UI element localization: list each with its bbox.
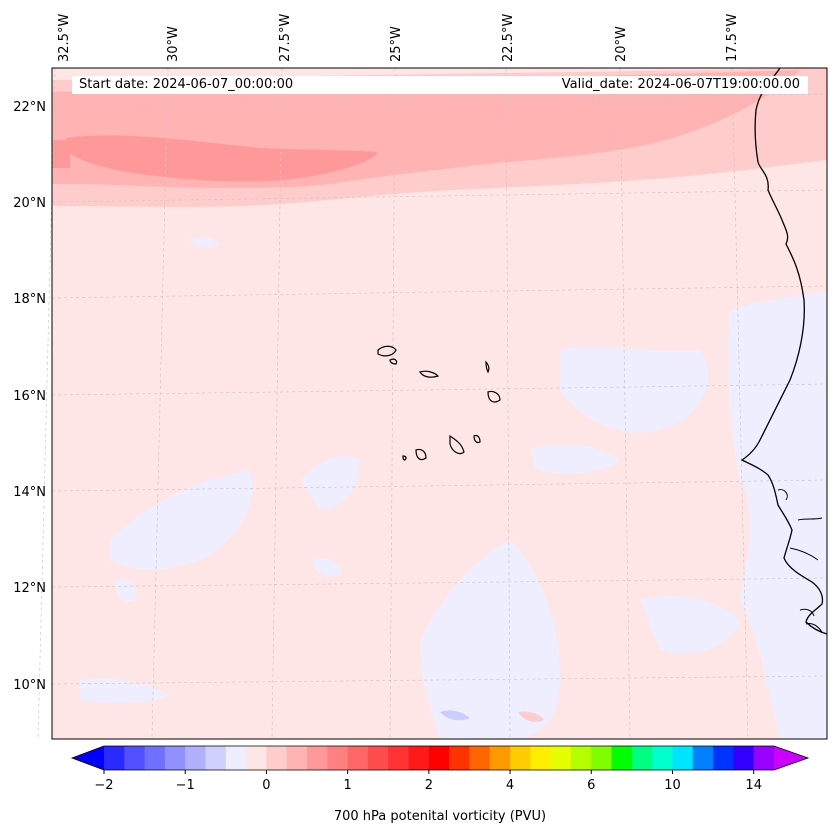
colorbar-swatch	[652, 746, 673, 770]
lon-label: 22.5°W	[501, 14, 516, 62]
lon-label: 30°W	[166, 26, 181, 62]
colorbar-swatch	[550, 746, 572, 770]
lat-label: 12°N	[13, 581, 46, 596]
colorbar: −2 −1 0 1 2 4 6 10 14	[70, 745, 810, 793]
colorbar-label: 700 hPa potenital vorticity (PVU)	[333, 809, 547, 824]
colorbar-swatch	[124, 746, 146, 770]
map-panel: 32.5°W 30°W 27.5°W 25°W 22.5°W 20°W 17.5…	[13, 14, 828, 740]
lat-label: 20°N	[13, 196, 46, 211]
colorbar-tick-label: 14	[745, 778, 762, 793]
island-outlines	[377, 345, 501, 461]
lat-label: 10°N	[13, 678, 46, 693]
pv-band-core-west	[52, 140, 70, 168]
colorbar-swatch	[733, 746, 755, 770]
colorbar-tick-label: −2	[94, 778, 113, 793]
colorbar-swatch	[510, 746, 531, 770]
colorbar-extend-max	[774, 746, 808, 770]
colorbar-tick-label: 10	[664, 778, 681, 793]
colorbar-swatch	[428, 746, 450, 770]
lon-label: 20°W	[614, 26, 629, 62]
african-coastline	[740, 67, 828, 635]
lon-label: 17.5°W	[725, 14, 740, 62]
colorbar-swatch	[570, 746, 592, 770]
colorbar-swatch	[631, 746, 653, 770]
colorbar-swatch	[530, 746, 552, 770]
longitude-gridlines	[37, 67, 749, 740]
colorbar-swatch	[327, 746, 349, 770]
colorbar-swatch	[104, 746, 125, 770]
lon-label: 27.5°W	[278, 14, 293, 62]
colorbar-extend-min	[72, 746, 104, 770]
colorbar-swatch	[449, 746, 470, 770]
lat-label: 14°N	[13, 485, 46, 500]
colorbar-swatch	[713, 746, 734, 770]
colorbar-swatch	[185, 746, 207, 770]
colorbar-swatch	[672, 746, 694, 770]
colorbar-swatch	[469, 746, 491, 770]
valid-date-label: Valid_date: 2024-06-07T19:00:00.00	[540, 76, 808, 94]
pv-negative-patches	[80, 237, 827, 739]
pv-negative-spot	[440, 710, 470, 721]
colorbar-swatch	[307, 746, 328, 770]
lat-label: 16°N	[13, 389, 46, 404]
lon-label: 25°W	[389, 26, 404, 62]
colorbar-tick-label: 4	[506, 778, 514, 793]
pv-positive-spot	[518, 711, 544, 722]
lat-label: 18°N	[13, 292, 46, 307]
colorbar-swatch	[753, 746, 775, 770]
colorbar-swatch	[388, 746, 410, 770]
coastal-islands	[777, 489, 823, 633]
colorbar-swatch	[347, 746, 369, 770]
colorbar-tick-label: −1	[176, 778, 195, 793]
colorbar-swatch	[205, 746, 227, 770]
colorbar-tick-label: 2	[425, 778, 433, 793]
colorbar-tick-label: 0	[262, 778, 270, 793]
map-frame	[51, 67, 828, 740]
lat-label: 22°N	[13, 100, 46, 115]
longitude-labels: 32.5°W 30°W 27.5°W 25°W 22.5°W 20°W 17.5…	[57, 14, 740, 62]
latitude-labels: 22°N 20°N 18°N 16°N 14°N 12°N 10°N	[13, 100, 46, 693]
pv-band-core	[66, 135, 378, 182]
colorbar-swatch	[408, 746, 430, 770]
colorbar-swatch	[246, 746, 267, 770]
colorbar-swatch	[692, 746, 714, 770]
colorbar-swatch	[164, 746, 186, 770]
colorbar-tick-label: 6	[587, 778, 595, 793]
colorbar-swatch	[225, 746, 247, 770]
colorbar-swatch	[591, 746, 613, 770]
colorbar-swatch	[144, 746, 166, 770]
colorbar-swatch	[489, 746, 511, 770]
start-date-label: Start date: 2024-06-07_00:00:00	[72, 76, 549, 94]
colorbar-swatch	[286, 746, 308, 770]
colorbar-tick-label: 1	[343, 778, 351, 793]
colorbar-swatch	[367, 746, 389, 770]
colorbar-swatch	[611, 746, 633, 770]
lon-label: 32.5°W	[57, 14, 72, 62]
colorbar-swatch	[266, 746, 288, 770]
